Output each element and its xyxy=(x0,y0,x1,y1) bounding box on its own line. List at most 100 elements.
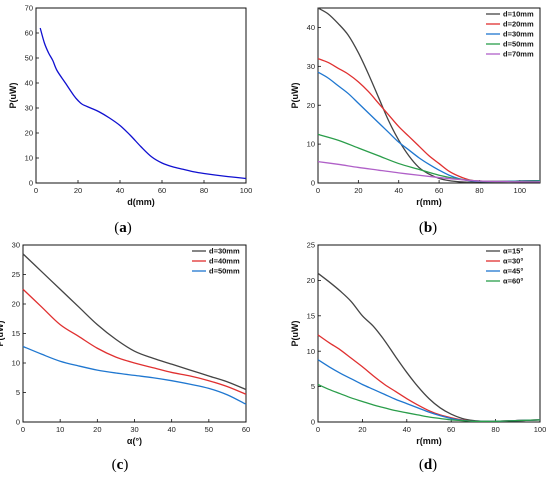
x-tick-label: 80 xyxy=(475,186,483,195)
y-tick-label: 10 xyxy=(307,140,315,149)
y-tick-label: 25 xyxy=(12,270,20,279)
caption-close: ) xyxy=(123,457,128,473)
caption-letter: c xyxy=(117,457,124,473)
legend-entry: α=45° xyxy=(503,267,523,276)
y-tick-label: 30 xyxy=(307,62,315,71)
y-axis-label: P(uW) xyxy=(290,83,300,109)
x-tick-label: 40 xyxy=(116,186,124,195)
caption-close: ) xyxy=(432,457,437,473)
plot-frame xyxy=(317,7,541,184)
x-tick-label: 60 xyxy=(435,186,443,195)
x-axis-label: α(°) xyxy=(127,436,142,446)
y-tick-label: 15 xyxy=(12,329,20,338)
legend-entry: d=50mm xyxy=(209,267,240,276)
y-tick-label: 50 xyxy=(25,54,33,63)
legend-entry: d=20mm xyxy=(503,20,534,29)
y-tick-label: 70 xyxy=(25,4,33,13)
x-tick-label: 80 xyxy=(200,186,208,195)
legend-entry: d=10mm xyxy=(503,10,534,19)
x-tick-label: 0 xyxy=(316,425,320,434)
y-tick-label: 10 xyxy=(307,347,315,356)
chart-panel-1: 0 20 40 60 80 100 0 10 20 30 40 r(mm) P(uW) d=10mmd=2… xyxy=(290,7,541,236)
caption-open: ( xyxy=(419,220,424,236)
caption-letter: a xyxy=(119,220,127,236)
y-tick-label: 40 xyxy=(25,79,33,88)
legend-entry: α=60° xyxy=(503,277,523,286)
caption-open: ( xyxy=(114,220,119,236)
y-axis-label: P(uW) xyxy=(8,83,18,109)
y-tick-label: 10 xyxy=(12,359,20,368)
chart-panel-0: 0 20 40 60 80 100 0 10 20 30 40 50 60 70 d(mm) P(uW) (a) xyxy=(8,4,252,236)
y-tick-label: 5 xyxy=(16,388,20,397)
x-tick-label: 20 xyxy=(93,425,101,434)
series-line-d-40mm xyxy=(22,288,247,395)
plot-frame xyxy=(35,7,247,184)
caption-letter: b xyxy=(424,220,432,236)
y-axis-label: P(uW) xyxy=(0,321,5,347)
x-tick-label: 40 xyxy=(403,425,411,434)
y-tick-label: 15 xyxy=(307,311,315,320)
y-axis-label: P(uW) xyxy=(290,321,300,347)
panel-caption: (c) xyxy=(112,457,129,473)
x-tick-label: 100 xyxy=(534,425,547,434)
caption-open: ( xyxy=(419,457,424,473)
x-tick-label: 20 xyxy=(354,186,362,195)
y-tick-label: 10 xyxy=(25,154,33,163)
series-line-d-50mm xyxy=(22,345,247,405)
series-line--15- xyxy=(317,272,541,423)
y-tick-label: 60 xyxy=(25,29,33,38)
caption-open: ( xyxy=(112,457,117,473)
x-tick-label: 40 xyxy=(395,186,403,195)
y-tick-label: 0 xyxy=(16,418,20,427)
panel-caption: (b) xyxy=(419,220,437,236)
panel-caption: (d) xyxy=(419,457,437,473)
y-tick-label: 30 xyxy=(12,241,20,250)
legend-entry: α=30° xyxy=(503,257,523,266)
x-tick-label: 80 xyxy=(491,425,499,434)
chart-panel-2: 0 10 20 30 40 50 60 0 5 10 15 20 25 30 α(°) P(uW) d=30mm… xyxy=(0,241,250,473)
y-tick-label: 30 xyxy=(25,104,33,113)
y-tick-label: 40 xyxy=(307,23,315,32)
y-tick-label: 20 xyxy=(25,129,33,138)
y-tick-label: 0 xyxy=(311,179,315,188)
legend-entry: d=30mm xyxy=(503,30,534,39)
y-tick-label: 25 xyxy=(307,241,315,250)
x-tick-label: 40 xyxy=(167,425,175,434)
plot-frame xyxy=(317,244,541,423)
legend-entry: α=15° xyxy=(503,247,523,256)
series-line--60- xyxy=(317,383,541,422)
x-tick-label: 50 xyxy=(205,425,213,434)
caption-close: ) xyxy=(432,220,437,236)
caption-letter: d xyxy=(424,457,433,473)
y-tick-label: 0 xyxy=(311,418,315,427)
x-axis-label: r(mm) xyxy=(416,436,442,446)
series-line-d-30mm xyxy=(22,253,247,391)
x-tick-label: 0 xyxy=(34,186,38,195)
caption-close: ) xyxy=(127,220,132,236)
x-tick-label: 20 xyxy=(358,425,366,434)
y-tick-label: 20 xyxy=(307,276,315,285)
series-line-d-70mm xyxy=(317,160,541,183)
chart-panel-3: 0 20 40 60 80 100 0 5 10 15 20 25 r(mm) P(uW) α=15°α=3… xyxy=(290,241,546,473)
y-tick-label: 5 xyxy=(311,382,315,391)
legend-entry: d=40mm xyxy=(209,257,240,266)
x-tick-label: 20 xyxy=(74,186,82,195)
y-tick-label: 20 xyxy=(307,101,315,110)
x-tick-label: 10 xyxy=(56,425,64,434)
x-tick-label: 0 xyxy=(21,425,25,434)
x-tick-label: 100 xyxy=(240,186,253,195)
x-axis-label: r(mm) xyxy=(416,197,442,207)
y-tick-label: 0 xyxy=(29,179,33,188)
y-tick-label: 20 xyxy=(12,300,20,309)
x-tick-label: 100 xyxy=(514,186,527,195)
series-line-d-30mm xyxy=(317,71,541,183)
x-tick-label: 60 xyxy=(158,186,166,195)
x-tick-label: 60 xyxy=(447,425,455,434)
x-tick-label: 60 xyxy=(242,425,250,434)
legend-entry: d=70mm xyxy=(503,50,534,59)
legend-entry: d=30mm xyxy=(209,247,240,256)
series-line--45- xyxy=(317,359,541,423)
x-tick-label: 30 xyxy=(130,425,138,434)
x-axis-label: d(mm) xyxy=(127,197,155,207)
